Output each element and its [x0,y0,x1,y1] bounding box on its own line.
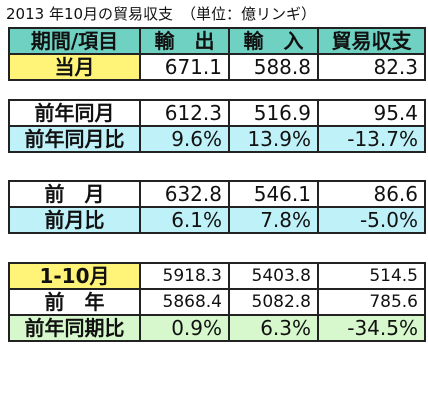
import-value: 516.9 [228,99,319,127]
title-unit: （単位：億リンギ） [181,5,317,23]
export-value: 632.8 [139,180,230,208]
row-label: 前年同月比 [8,125,141,153]
import-value: 5403.8 [228,262,319,290]
balance-value: -34.5% [317,314,426,342]
import-value: 588.8 [228,53,319,81]
page-title: 2013 年10月の貿易収支 （単位：億リンギ） [6,3,422,25]
header-period: 期間/項目 [8,27,141,55]
export-value: 671.1 [139,53,230,81]
current-month-table: 期間/項目 輸 出 輸 入 貿易収支 当月 671.1 588.8 82.3 [8,27,426,81]
export-value: 5918.3 [139,262,230,290]
export-value: 0.9% [139,314,230,342]
row-label: 前年同月 [8,99,141,127]
balance-value: -5.0% [317,206,426,234]
balance-value: 86.6 [317,180,426,208]
header-row: 期間/項目 輸 出 輸 入 貿易収支 [8,27,426,55]
import-value: 546.1 [228,180,319,208]
mom-table: 前 月 632.8 546.1 86.6 前月比 6.1% 7.8% -5.0% [8,180,426,234]
table-row: 前 月 632.8 546.1 86.6 [8,180,426,208]
export-value: 6.1% [139,206,230,234]
balance-value: 95.4 [317,99,426,127]
table-row: 前年同月比 9.6% 13.9% -13.7% [8,125,426,153]
table-row: 当月 671.1 588.8 82.3 [8,53,426,81]
export-value: 9.6% [139,125,230,153]
ytd-table: 1-10月 5918.3 5403.8 514.5 前 年 5868.4 508… [8,262,426,342]
yoy-table: 前年同月 612.3 516.9 95.4 前年同月比 9.6% 13.9% -… [8,99,426,153]
row-label: 当月 [8,53,141,81]
export-value: 5868.4 [139,288,230,316]
header-export: 輸 出 [139,27,230,55]
row-label: 前 年 [8,288,141,316]
import-value: 6.3% [228,314,319,342]
row-label: 前 月 [8,180,141,208]
import-value: 7.8% [228,206,319,234]
export-value: 612.3 [139,99,230,127]
header-balance: 貿易収支 [317,27,426,55]
table-row: 前 年 5868.4 5082.8 785.6 [8,288,426,316]
table-row: 1-10月 5918.3 5403.8 514.5 [8,262,426,290]
balance-value: 785.6 [317,288,426,316]
table-row: 前月比 6.1% 7.8% -5.0% [8,206,426,234]
row-label: 前月比 [8,206,141,234]
table-row: 前年同期比 0.9% 6.3% -34.5% [8,314,426,342]
table-row: 前年同月 612.3 516.9 95.4 [8,99,426,127]
row-label: 1-10月 [8,262,141,290]
balance-value: -13.7% [317,125,426,153]
balance-value: 82.3 [317,53,426,81]
header-import: 輸 入 [228,27,319,55]
row-label: 前年同期比 [8,314,141,342]
balance-value: 514.5 [317,262,426,290]
import-value: 5082.8 [228,288,319,316]
title-main: 2013 年10月の貿易収支 [6,5,174,23]
import-value: 13.9% [228,125,319,153]
